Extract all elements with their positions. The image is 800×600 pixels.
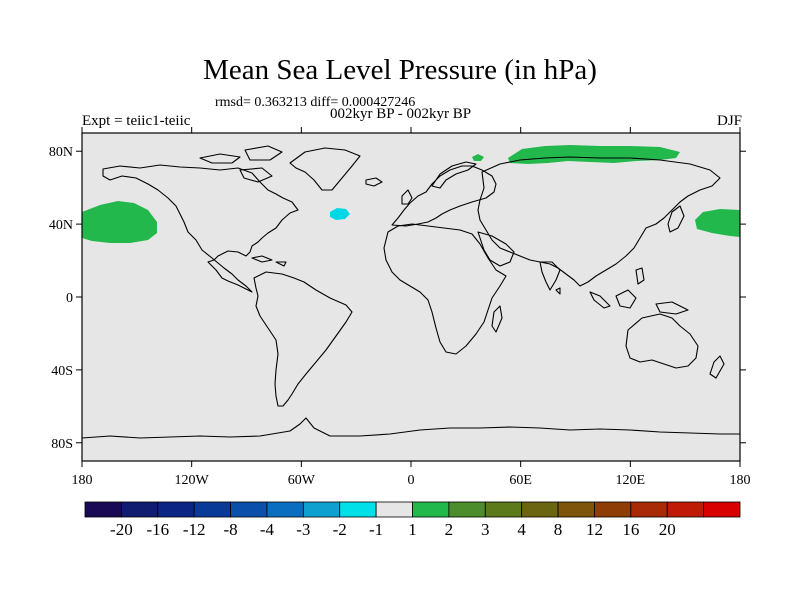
- colorbar-label: -12: [183, 520, 206, 539]
- x-tick-label: 0: [408, 473, 415, 488]
- coast-philippines: [635, 267, 645, 285]
- colorbar-labels: -20 -16 -12 -8 -4 -3 -2 -1 1 2 3 4 8 12 16 20: [110, 520, 676, 539]
- colorbar-swatch: [84, 501, 122, 518]
- colorbar-swatch: [375, 501, 413, 518]
- colorbar-swatch: [666, 501, 705, 518]
- colorbar-swatch: [521, 501, 559, 518]
- coast-greenland: [289, 147, 361, 191]
- colorbar-swatch: [302, 501, 341, 518]
- coast-hispaniola: [275, 261, 287, 267]
- colorbar-label: 3: [481, 520, 490, 539]
- anomaly-barents-sea: [472, 154, 484, 161]
- y-tick-label: 40N: [49, 218, 73, 233]
- colorbar-label: 4: [517, 520, 526, 539]
- coast-new-zealand: [709, 355, 725, 379]
- colorbar-label: 1: [408, 520, 417, 539]
- colorbar-swatch: [557, 501, 595, 518]
- colorbar-swatch: [484, 501, 523, 518]
- coast-cuba: [251, 255, 273, 263]
- coast-arctic-islands-2: [244, 145, 283, 161]
- colorbar-label: -3: [296, 520, 310, 539]
- x-tick-label: 60E: [509, 473, 532, 488]
- coast-japan: [667, 205, 685, 233]
- colorbar-label: -20: [110, 520, 133, 539]
- anomaly-siberia-arctic: [508, 145, 680, 164]
- colorbar-label: 20: [659, 520, 676, 539]
- colorbar-swatch: [630, 501, 668, 518]
- y-tick-label: 80S: [51, 437, 73, 452]
- colorbar: [84, 501, 741, 518]
- colorbar-label: -16: [146, 520, 169, 539]
- colorbar-swatch: [448, 501, 486, 518]
- anomaly-north-pacific-west: [695, 209, 740, 237]
- y-tick-label: 0: [66, 291, 73, 306]
- coast-south-america: [253, 271, 353, 407]
- season-label: DJF: [716, 113, 742, 129]
- anomaly-north-pacific-east: [82, 201, 157, 243]
- coast-arctic-islands-3: [239, 167, 273, 183]
- colorbar-swatch: [339, 501, 377, 518]
- y-axis: 80N 40N 0 40S 80S: [49, 145, 746, 452]
- colorbar-label: 12: [586, 520, 603, 539]
- periods-subtitle: 002kyr BP - 002kyr BP: [330, 106, 472, 122]
- stats-subtitle: rmsd= 0.363213 diff= 0.000427246: [215, 95, 416, 110]
- coast-madagascar: [491, 305, 503, 333]
- x-tick-label: 180: [730, 473, 751, 488]
- colorbar-swatch: [703, 501, 741, 518]
- colorbar-swatch: [230, 501, 268, 518]
- colorbar-swatch: [266, 501, 304, 518]
- colorbar-label: -2: [333, 520, 347, 539]
- y-tick-label: 40S: [51, 364, 73, 379]
- x-axis: 180 120W 60W 0 60E 120E 180: [72, 127, 751, 488]
- colorbar-label: 8: [554, 520, 563, 539]
- x-tick-label: 120E: [616, 473, 646, 488]
- colorbar-swatch: [120, 501, 159, 518]
- coast-europe: [391, 165, 497, 227]
- anomaly-north-atlantic: [330, 208, 350, 220]
- coast-sri-lanka: [555, 287, 561, 295]
- coast-british-isles: [401, 189, 413, 205]
- colorbar-swatch: [193, 501, 231, 518]
- colorbar-label: -8: [223, 520, 237, 539]
- coastlines: [82, 145, 740, 439]
- x-tick-label: 180: [72, 473, 93, 488]
- coast-north-america: [102, 164, 299, 293]
- map-background: [82, 133, 740, 461]
- x-tick-label: 120W: [175, 473, 210, 488]
- colorbar-label: 2: [445, 520, 454, 539]
- coast-arabia: [477, 231, 515, 267]
- coast-africa: [383, 223, 507, 355]
- coast-iceland: [365, 177, 383, 187]
- colorbar-label: -1: [369, 520, 383, 539]
- coast-new-guinea: [655, 301, 689, 315]
- colorbar-label: 16: [622, 520, 639, 539]
- coast-asia: [477, 156, 721, 287]
- colorbar-swatch: [412, 501, 450, 518]
- chart-title: Mean Sea Level Pressure (in hPa): [203, 54, 597, 86]
- colorbar-label: -4: [260, 520, 275, 539]
- coast-australia: [625, 313, 699, 369]
- colorbar-swatch: [157, 501, 195, 518]
- x-tick-label: 60W: [288, 473, 316, 488]
- coast-scandinavia: [431, 161, 477, 189]
- coast-antarctica: [82, 417, 740, 439]
- coast-india: [539, 261, 561, 291]
- experiment-label: Expt = teiic1-teiic: [82, 113, 191, 129]
- coast-sumatra: [589, 291, 611, 309]
- coast-arctic-islands-1: [199, 153, 241, 164]
- y-tick-label: 80N: [49, 145, 73, 160]
- colorbar-swatch: [594, 501, 632, 518]
- coast-borneo: [615, 289, 637, 309]
